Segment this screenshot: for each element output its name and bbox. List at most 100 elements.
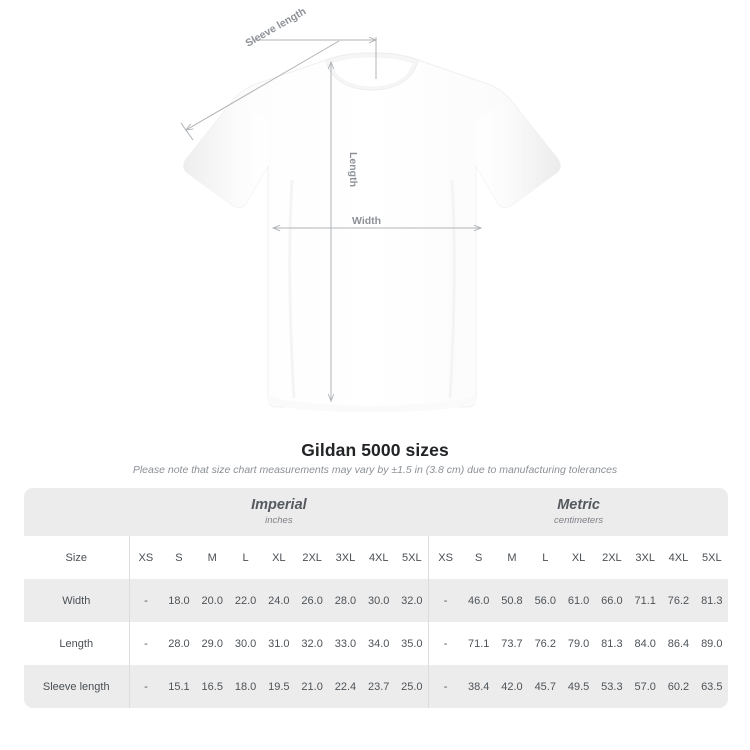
page-title: Gildan 5000 sizes [301,440,449,460]
width-metric-4xl: 76.2 [661,579,696,622]
sleeve-imperial-3xl: 22.4 [328,665,363,708]
size-column-header: Size [24,536,129,579]
length-imperial-xs: - [128,622,163,665]
size-header-metric-3xl: 3XL [628,536,662,579]
length-metric-5xl: 89.0 [695,622,729,665]
width-metric-xs: - [428,579,463,622]
length-imperial-5xl: 35.0 [395,622,429,665]
width-imperial-xl: 24.0 [262,579,296,622]
sleeve-length-label: Sleeve length [244,5,309,49]
length-imperial-3xl: 33.0 [328,622,363,665]
width-metric-m: 50.8 [495,579,529,622]
size-header-metric-s: S [462,536,496,579]
width-metric-s: 46.0 [462,579,496,622]
sleeve-metric-xs: - [428,665,463,708]
length-imperial-xl: 31.0 [262,622,296,665]
unit-system-header-row: Imperial inches Metric centimeters [24,488,729,536]
size-header-metric-4xl: 4XL [661,536,696,579]
size-header-metric-xs: XS [428,536,463,579]
unit-system-imperial-units: inches [265,515,293,526]
sleeve-length-diagonal [186,40,340,130]
sleeve-imperial-l: 18.0 [228,665,263,708]
length-imperial-l: 30.0 [228,622,263,665]
width-imperial-2xl: 26.0 [295,579,329,622]
width-metric-2xl: 66.0 [595,579,629,622]
sleeve-imperial-xs: - [128,665,163,708]
unit-system-metric-units: centimeters [554,515,604,526]
sleeve-metric-l: 45.7 [528,665,562,708]
width-metric-3xl: 71.1 [628,579,662,622]
size-header-metric-m: M [495,536,529,579]
tshirt-diagram: Sleeve length Length Width [180,5,561,413]
sleeve-imperial-m: 16.5 [195,665,229,708]
size-header-metric-l: L [528,536,562,579]
length-metric-2xl: 81.3 [595,622,629,665]
sleeve-imperial-2xl: 21.0 [295,665,329,708]
width-metric-l: 56.0 [528,579,562,622]
length-metric-m: 73.7 [495,622,529,665]
size-header-metric-5xl: 5XL [695,536,729,579]
unit-band-spacer [24,488,129,536]
sleeve-metric-4xl: 60.2 [661,665,696,708]
row-label-width: Width [24,579,129,622]
size-header-metric-2xl: 2XL [595,536,629,579]
size-header-imperial-4xl: 4XL [362,536,396,579]
sleeve-imperial-4xl: 23.7 [362,665,396,708]
length-imperial-s: 28.0 [162,622,196,665]
length-metric-s: 71.1 [462,622,496,665]
size-header-imperial-l: L [228,536,263,579]
size-header-imperial-3xl: 3XL [328,536,363,579]
measurement-guides [180,37,481,401]
unit-system-metric: Metric centimeters [428,488,729,536]
width-imperial-s: 18.0 [162,579,196,622]
width-imperial-l: 22.0 [228,579,263,622]
sleeve-imperial-xl: 19.5 [262,665,296,708]
width-metric-xl: 61.0 [561,579,596,622]
size-header-imperial-5xl: 5XL [395,536,429,579]
size-header-imperial-m: M [195,536,229,579]
sleeve-imperial-s: 15.1 [162,665,196,708]
length-metric-xl: 79.0 [561,622,596,665]
sleeve-metric-xl: 49.5 [561,665,596,708]
size-header-imperial-xl: XL [262,536,296,579]
width-imperial-m: 20.0 [195,579,229,622]
shirt-shape [183,52,561,413]
size-header-imperial-2xl: 2XL [295,536,329,579]
sleeve-metric-2xl: 53.3 [595,665,629,708]
size-chart-table: Imperial inches Metric centimeters Size … [24,488,729,708]
length-imperial-4xl: 34.0 [362,622,396,665]
length-metric-4xl: 86.4 [661,622,696,665]
width-imperial-3xl: 28.0 [328,579,363,622]
table-row: Sleeve length - 15.1 16.5 18.0 19.5 21.0… [24,665,729,708]
width-imperial-4xl: 30.0 [362,579,396,622]
sleeve-metric-3xl: 57.0 [628,665,662,708]
size-header-row: Size XS S M L XL 2XL 3XL 4XL 5XL XS S M … [24,536,729,579]
unit-system-metric-name: Metric [557,497,600,513]
sleeve-hem-tick [180,122,194,141]
size-header-metric-xl: XL [561,536,596,579]
row-label-sleeve-length: Sleeve length [24,665,129,708]
sleeve-metric-5xl: 63.5 [695,665,729,708]
table-row: Width - 18.0 20.0 22.0 24.0 26.0 28.0 30… [24,579,729,622]
row-label-length: Length [24,622,129,665]
unit-system-imperial-name: Imperial [251,497,307,513]
length-label: Length [347,152,359,187]
width-label: Width [352,215,381,227]
sleeve-imperial-5xl: 25.0 [395,665,429,708]
length-metric-l: 76.2 [528,622,562,665]
size-header-imperial-s: S [162,536,196,579]
width-imperial-5xl: 32.0 [395,579,429,622]
length-metric-xs: - [428,622,463,665]
sleeve-metric-m: 42.0 [495,665,529,708]
tolerance-note: Please note that size chart measurements… [132,464,618,476]
sleeve-metric-s: 38.4 [462,665,496,708]
length-imperial-m: 29.0 [195,622,229,665]
table-row: Length - 28.0 29.0 30.0 31.0 32.0 33.0 3… [24,622,729,665]
size-header-imperial-xs: XS [128,536,163,579]
length-imperial-2xl: 32.0 [295,622,329,665]
unit-system-imperial: Imperial inches [129,488,429,536]
tshirt-illustration: Sleeve length Length Width [180,5,561,413]
length-metric-3xl: 84.0 [628,622,662,665]
width-metric-5xl: 81.3 [695,579,729,622]
width-imperial-xs: - [128,579,163,622]
